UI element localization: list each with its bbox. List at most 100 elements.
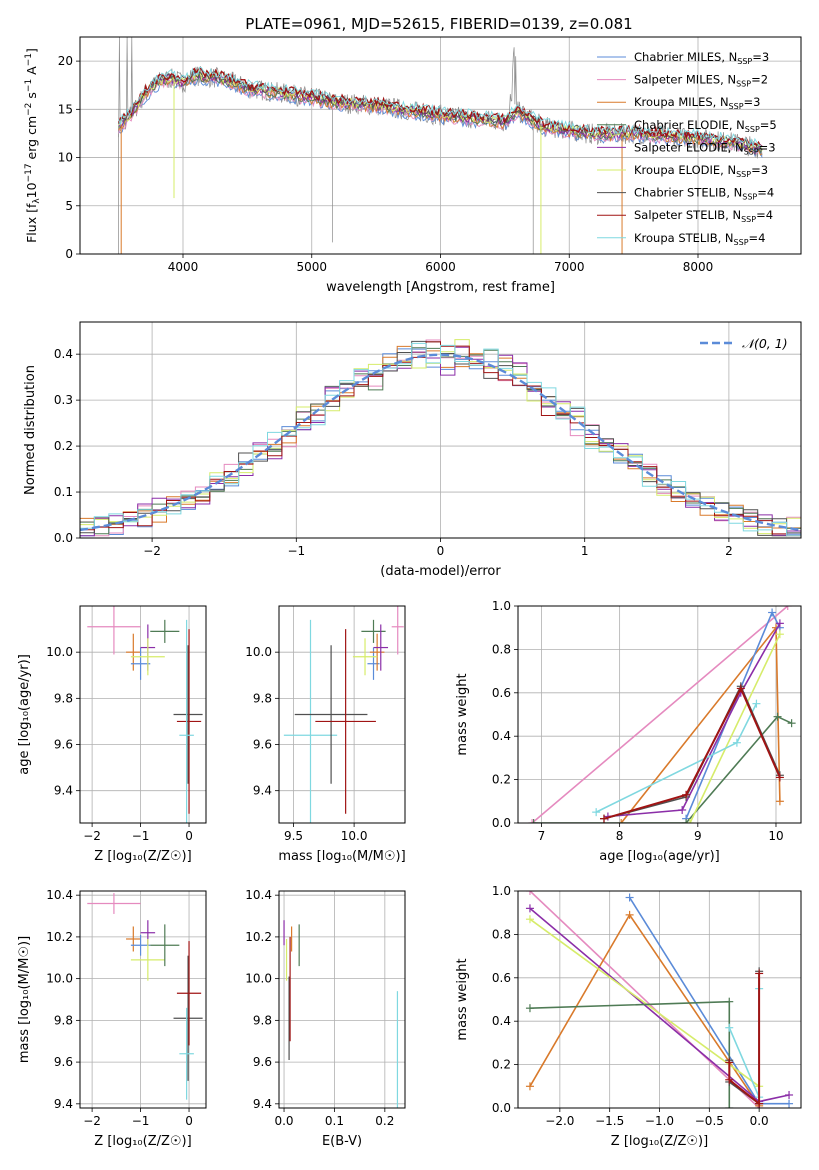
legend-label: Kroupa MILES, NSSP=3 (634, 95, 760, 111)
legend-label-pre: Salpeter STELIB, N (634, 208, 741, 222)
y-axis-label-part: −17 (24, 163, 34, 182)
y-tick-label: 9.6 (253, 1055, 272, 1069)
errorbar-chabrier_stelib (294, 645, 368, 784)
errorbar-salpeter_stelib (315, 629, 376, 814)
legend-label-pre: Kroupa ELODIE, N (634, 163, 736, 177)
errorbar-chabrier_elodie (150, 619, 180, 643)
weight-marker-chabrier_elodie (725, 1104, 734, 1108)
x-axis-label: Z [log₁₀(Z/Z☉)] (94, 849, 191, 864)
y-axis-label: mass weight (455, 673, 470, 755)
y-axis-label-part: −1 (24, 79, 34, 92)
x-tick-label: 10.0 (341, 829, 368, 843)
weight-marker-chabrier_elodie (787, 719, 796, 728)
weight-marker-salpeter_stelib (725, 1075, 734, 1084)
x-tick-label: −1 (287, 544, 305, 558)
weight-marker-kroupa_stelib (752, 699, 761, 708)
y-tick-label: 10.0 (245, 972, 272, 986)
weight-marker-salpeter_miles (783, 606, 792, 610)
y-tick-label: 15 (58, 102, 73, 116)
weight-marker-salpeter_stelib (725, 1058, 734, 1067)
y-tick-label: 9.8 (54, 691, 73, 705)
weight-marker-salpeter_stelib (775, 773, 784, 782)
y-tick-label: 10.4 (46, 888, 73, 902)
panel-spectrum: 4000 5000 6000 7000 8000 0 5 10 15 20 wavelength [… (24, 36, 802, 295)
weight-marker-kroupa_stelib (725, 1023, 734, 1032)
weight-line-chabrier_elodie (533, 715, 792, 823)
errorbar-kroupa_miles (126, 926, 141, 952)
weight-marker-kroupa_miles (775, 797, 784, 806)
weight-marker-chabrier_elodie (682, 819, 691, 823)
ticks: 7 8 9 10 0.0 0.2 0.4 0.6 0.8 1.0 (492, 599, 784, 843)
panel-age_vs_Z: −2 −1 0 9.4 9.6 9.8 10.0 Z [log₁₀(Z/Z☉)] age [lo… (17, 605, 207, 864)
axes-frame (278, 605, 406, 824)
y-tick-label: 0.2 (492, 1058, 511, 1072)
legend-label-pre: Chabrier STELIB, N (634, 186, 742, 200)
plot-area (528, 606, 796, 823)
legend-label: Salpeter ELODIE, NSSP=3 (634, 140, 776, 156)
y-tick-label: 0.8 (492, 927, 511, 941)
y-axis-label-part: −2 (24, 103, 34, 116)
weight-marker-salpeter_stelib (682, 790, 691, 799)
weight-marker-kroupa_miles (525, 1082, 534, 1091)
weight-marker-kroupa_stelib (732, 738, 741, 747)
panel-weight_vs_Z: −2.0 −1.5 −1.0 −0.5 0.0 0.0 0.2 0.4 0.6 0.8 1.0 Z [… (455, 884, 802, 1149)
y-tick-label: 0.4 (492, 729, 511, 743)
y-tick-label: 9.8 (253, 691, 272, 705)
x-tick-label: 8000 (683, 260, 714, 274)
errorbar-chabrier_stelib (173, 955, 203, 1081)
legend-label: Salpeter STELIB, NSSP=4 (634, 208, 773, 224)
weight-marker-chabrier_miles (625, 893, 634, 902)
weight-marker-chabrier_miles (768, 608, 777, 617)
y-tick-label: 9.4 (253, 784, 272, 798)
errorbar-chabrier_elodie (361, 619, 386, 643)
legend-label-post: =3 (744, 95, 761, 109)
weight-marker-chabrier_elodie (725, 997, 734, 1006)
y-tick-label: 10.2 (46, 930, 73, 944)
weight-line-salpeter_miles (531, 606, 789, 823)
errorbar-kroupa_stelib (283, 619, 338, 823)
y-axis-label-part: erg cm (24, 116, 39, 164)
weight-marker-kroupa_stelib (592, 808, 601, 817)
weight-line-kroupa_stelib (595, 703, 758, 813)
weight-marker-salpeter_miles (528, 819, 537, 823)
x-tick-label: −2.0 (545, 1114, 574, 1128)
x-tick-label: 0.1 (325, 1114, 344, 1128)
legend-label-sub: SSP (729, 102, 744, 111)
x-tick-label: 0 (437, 544, 445, 558)
x-tick-label: 7 (538, 829, 546, 843)
y-tick-label: 9.8 (253, 1013, 272, 1027)
weight-marker-salpeter_stelib (755, 1099, 764, 1108)
x-axis-label: E(B-V) (322, 1134, 362, 1149)
y-axis-label-part: s (24, 92, 39, 103)
legend-label: Kroupa STELIB, NSSP=4 (634, 231, 765, 247)
y-tick-label: 0.4 (54, 347, 73, 361)
errorbar-chabrier_elodie (150, 924, 180, 967)
plot-area (80, 339, 801, 537)
x-tick-label: −1 (132, 1114, 150, 1128)
ticks: 0.0 0.1 0.2 9.4 9.6 9.8 10.0 10.2 10.4 (245, 888, 394, 1128)
x-tick-label: 6000 (425, 260, 456, 274)
legend-label-sub: SSP (736, 170, 751, 179)
y-tick-label: 10.0 (46, 645, 73, 659)
y-tick-label: 0.3 (54, 393, 73, 407)
y-tick-label: 1.0 (492, 884, 511, 898)
legend-label-pre: Kroupa STELIB, N (634, 231, 734, 245)
legend-label-post: =4 (749, 231, 766, 245)
y-tick-label: 0.0 (54, 531, 73, 545)
weight-marker-kroupa_elodie (775, 630, 784, 639)
legend-label-normal: 𝒩(0, 1) (742, 336, 788, 351)
errorbar-salpeter_stelib (176, 629, 202, 814)
y-tick-label: 1.0 (492, 599, 511, 613)
axes-frame (79, 605, 207, 824)
x-tick-label: −0.5 (695, 1114, 724, 1128)
plot-area (525, 891, 794, 1108)
y-axis-label-part: λ (32, 198, 42, 204)
x-axis-label: Z [log₁₀(Z/Z☉)] (94, 1134, 191, 1149)
x-tick-label: 0.0 (274, 1114, 293, 1128)
y-tick-label: 20 (58, 54, 73, 68)
weight-marker-kroupa_miles (617, 819, 626, 823)
y-tick-label: 9.4 (54, 784, 73, 798)
legend-label-post: =5 (760, 118, 777, 132)
y-tick-label: 9.6 (54, 738, 73, 752)
ticks: −2.0 −1.5 −1.0 −0.5 0.0 0.0 0.2 0.4 0.6 0.8 1.0 (492, 884, 769, 1128)
